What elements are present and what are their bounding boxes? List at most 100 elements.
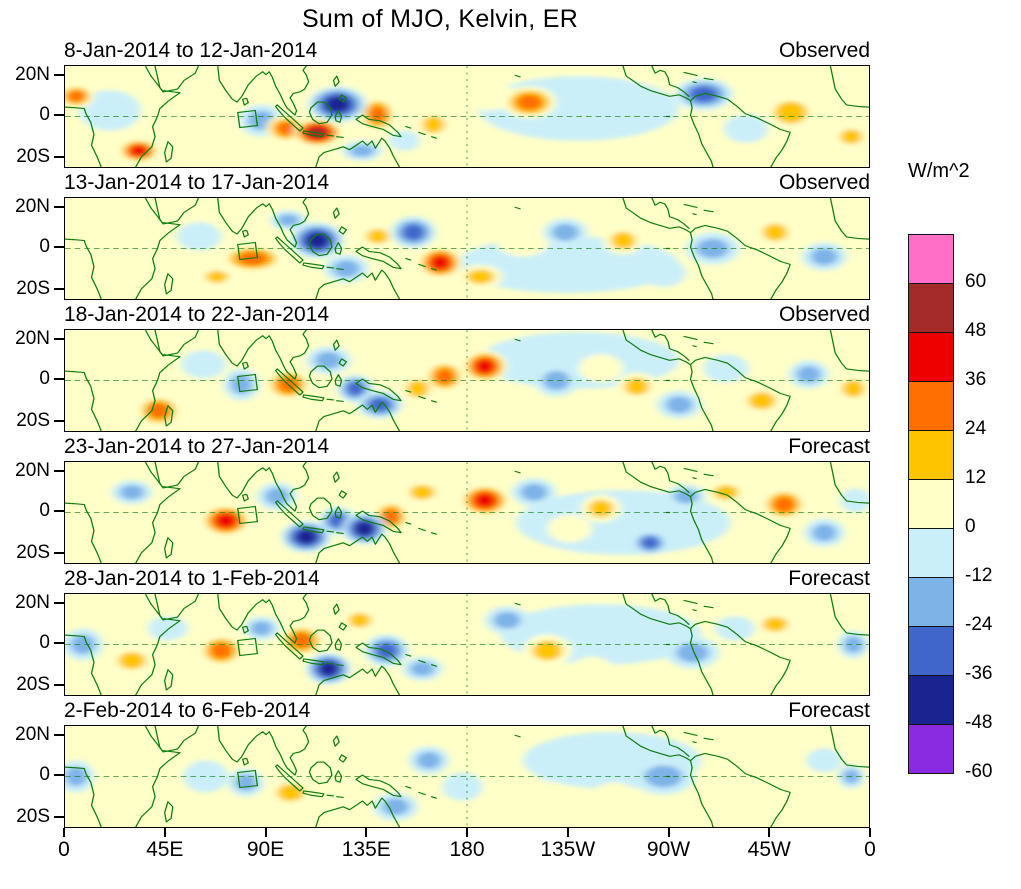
y-tick-label: 20N: [15, 196, 50, 217]
y-tick-label: 20N: [15, 592, 50, 613]
colorbar-block: 12: [908, 430, 986, 488]
colorbar-tick-label: -24: [965, 614, 993, 635]
panel-header: 8-Jan-2014 to 12-Jan-2014 Observed: [64, 36, 870, 65]
y-tick-label: 20N: [15, 460, 50, 481]
colorbar-tick-label: -48: [965, 712, 993, 733]
y-tick-mark: [54, 74, 64, 76]
x-tick-mark: [466, 828, 468, 837]
x-tick-label: 180: [449, 838, 485, 861]
panel-source-label: Observed: [778, 39, 870, 62]
panel-map-row: 20N 0 20S: [0, 592, 880, 696]
y-tick-label: 0: [39, 236, 50, 257]
colorbar-block: 24: [908, 381, 986, 439]
x-tick-label: 45E: [146, 838, 184, 861]
x-tick-mark: [365, 828, 368, 837]
y-tick-label: 20S: [16, 410, 50, 431]
y-tick-label: 20S: [16, 542, 50, 563]
y-tick-label: 20N: [15, 328, 50, 349]
anomaly-map: [65, 198, 869, 299]
y-tick-label: 0: [39, 104, 50, 125]
x-tick-mark: [869, 828, 871, 837]
y-tick-label: 0: [39, 500, 50, 521]
panel-date-range: 8-Jan-2014 to 12-Jan-2014: [64, 39, 318, 62]
y-axis-labels: 20N 0 20S: [0, 460, 64, 564]
y-axis-labels: 20N 0 20S: [0, 196, 64, 300]
x-tick-label: 0: [864, 838, 876, 861]
y-tick-mark: [54, 288, 64, 290]
x-tick-label: 135W: [540, 838, 596, 861]
colorbar-block: -24: [908, 577, 992, 635]
map-panel: [64, 461, 870, 564]
y-tick-label: 20N: [15, 64, 50, 85]
y-tick-label: 0: [39, 632, 50, 653]
x-tick-mark: [163, 828, 166, 837]
colorbar-block: 36: [908, 332, 986, 390]
y-tick-mark: [54, 156, 64, 158]
x-tick-label: 45W: [747, 838, 791, 861]
y-tick-label: 0: [39, 368, 50, 389]
colorbar-tick-label: 0: [965, 516, 976, 537]
y-tick-label: 20N: [15, 724, 50, 745]
map-panel: [64, 197, 870, 300]
y-axis-labels: 20N 0 20S: [0, 328, 64, 432]
panels: 8-Jan-2014 to 12-Jan-2014 Observed 20N 0 20S…: [0, 36, 880, 828]
colorbar-units-label: W/m^2: [908, 160, 970, 182]
panel-5: 28-Jan-2014 to 1-Feb-2014 Forecast 20N 0 20S: [0, 564, 880, 696]
colorbar-block: 60: [908, 234, 986, 292]
y-tick-mark: [54, 552, 64, 554]
y-tick-label: 20S: [16, 146, 50, 167]
map-panel: [64, 65, 870, 168]
y-tick-mark: [54, 378, 64, 380]
panel-map-row: 20N 0 20S: [0, 328, 880, 432]
y-tick-mark: [54, 602, 64, 604]
map-panel: [64, 329, 870, 432]
x-tick-mark: [566, 828, 569, 837]
y-tick-mark: [54, 420, 64, 422]
panel-source-label: Forecast: [788, 699, 870, 722]
y-tick-mark: [54, 470, 64, 472]
y-tick-mark: [54, 774, 64, 776]
colorbar-tick-label: -36: [965, 663, 993, 684]
y-tick-mark: [54, 206, 64, 208]
anomaly-map: [65, 594, 869, 695]
anomaly-map: [65, 66, 869, 167]
plot-area: Sum of MJO, Kelvin, ER 8-Jan-2014 to 12-…: [0, 5, 880, 864]
panel-map-row: 20N 0 20S: [0, 196, 880, 300]
panel-date-range: 13-Jan-2014 to 17-Jan-2014: [64, 171, 330, 194]
y-tick-mark: [54, 246, 64, 248]
x-tick-mark: [264, 828, 267, 837]
colorbar-blocks: 60 48 36 24 12 0 -12 -24 -36 -48 -60: [908, 234, 992, 782]
x-tick-mark: [768, 828, 771, 837]
panel-source-label: Observed: [778, 171, 870, 194]
panel-date-range: 23-Jan-2014 to 27-Jan-2014: [64, 435, 330, 458]
y-tick-mark: [54, 642, 64, 644]
panel-source-label: Forecast: [788, 567, 870, 590]
panel-date-range: 2-Feb-2014 to 6-Feb-2014: [64, 699, 311, 722]
y-tick-mark: [54, 114, 64, 116]
y-axis-labels: 20N 0 20S: [0, 64, 64, 168]
x-axis: 0 45E 90E 135E 180 135W 90W 45W 0: [0, 828, 880, 864]
x-tick-label: 90W: [646, 838, 691, 861]
figure-title: Sum of MJO, Kelvin, ER: [301, 5, 579, 33]
panel-4: 23-Jan-2014 to 27-Jan-2014 Forecast 20N 0 20…: [0, 432, 880, 564]
panel-header: 23-Jan-2014 to 27-Jan-2014 Forecast: [64, 432, 870, 461]
y-tick-mark: [54, 816, 64, 818]
panel-header: 28-Jan-2014 to 1-Feb-2014 Forecast: [64, 564, 870, 593]
y-tick-mark: [54, 684, 64, 686]
panel-map-row: 20N 0 20S: [0, 460, 880, 564]
colorbar-tick-label: 48: [965, 320, 987, 341]
panel-2: 13-Jan-2014 to 17-Jan-2014 Observed 20N 0 20…: [0, 168, 880, 300]
y-tick-mark: [54, 510, 64, 512]
anomaly-map: [65, 462, 869, 563]
colorbar-block: -48: [908, 675, 992, 733]
panel-1: 8-Jan-2014 to 12-Jan-2014 Observed 20N 0 20S: [0, 36, 880, 168]
anomaly-map: [65, 726, 869, 827]
colorbar-tick-label: 36: [965, 369, 987, 390]
colorbar-block: -12: [908, 528, 992, 586]
colorbar-tick-label: -12: [965, 565, 993, 586]
panel-3: 18-Jan-2014 to 22-Jan-2014 Observed 20N 0 20…: [0, 300, 880, 432]
panel-date-range: 28-Jan-2014 to 1-Feb-2014: [64, 567, 320, 590]
colorbar-block: 48: [908, 283, 986, 341]
